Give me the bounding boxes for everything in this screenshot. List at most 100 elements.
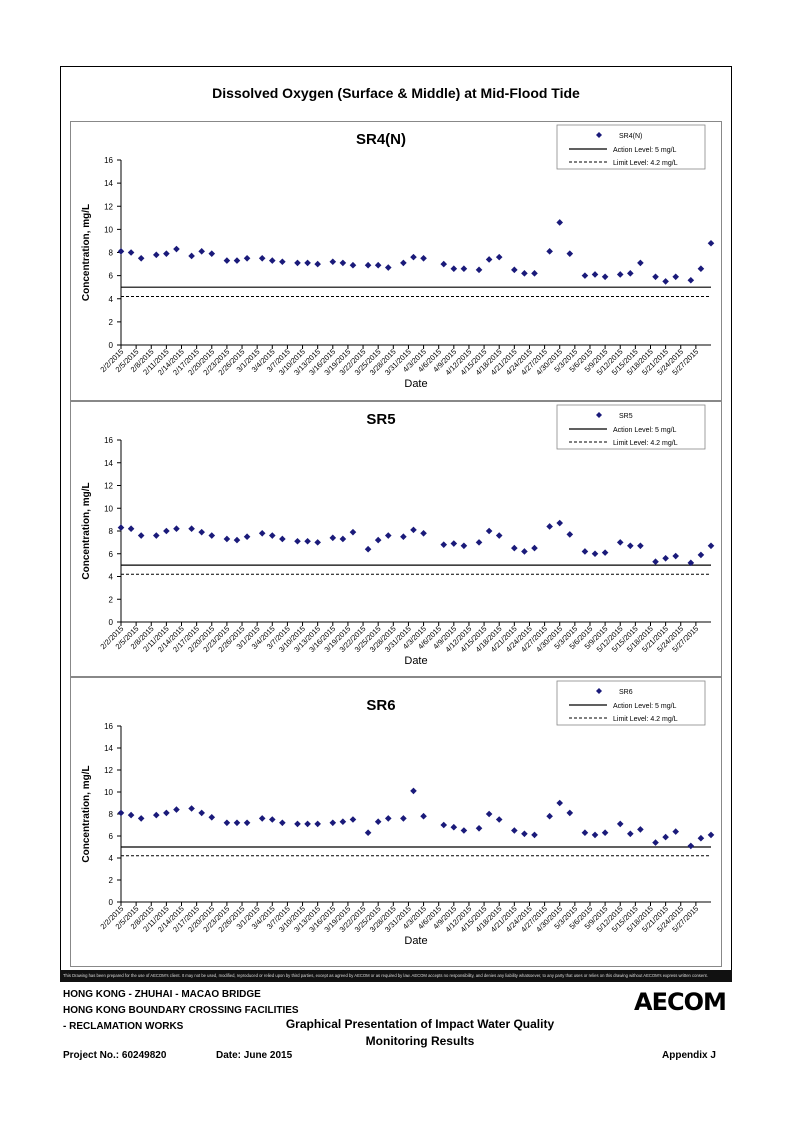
data-point	[601, 549, 609, 556]
data-point	[521, 548, 528, 555]
data-point	[627, 542, 634, 550]
y-tick-label: 6	[109, 832, 114, 841]
data-point	[258, 529, 266, 537]
data-point	[531, 270, 538, 277]
data-point	[137, 254, 145, 262]
data-point	[531, 544, 538, 552]
y-tick-label: 2	[109, 595, 114, 604]
chart-title: SR6	[366, 697, 395, 714]
data-point	[627, 830, 634, 838]
data-point	[495, 816, 503, 823]
x-axis-label: Date	[404, 655, 427, 667]
data-point	[460, 265, 468, 272]
data-point	[566, 250, 574, 257]
y-tick-label: 2	[109, 876, 114, 885]
data-point	[697, 551, 705, 559]
data-point	[304, 820, 311, 828]
data-point	[697, 265, 705, 272]
data-point	[127, 811, 135, 819]
chart-panel-2: SR5 0 2 4 6 8 10 12 14 16 Concentration, mg/L 2/2/2…	[70, 401, 722, 677]
y-tick-label: 16	[104, 722, 113, 731]
data-point	[495, 532, 503, 539]
data-point	[364, 545, 372, 553]
data-point	[117, 809, 125, 817]
y-tick-label: 16	[104, 436, 113, 445]
data-point	[440, 260, 448, 268]
chart-title: SR5	[366, 411, 395, 428]
y-tick-label: 0	[109, 618, 114, 627]
data-point	[374, 536, 382, 544]
data-point	[637, 826, 644, 833]
y-tick-label: 4	[109, 295, 114, 304]
project-number: Project No.: 60249820	[63, 1050, 167, 1061]
data-point	[581, 548, 589, 555]
data-point	[117, 524, 125, 531]
y-tick-label: 6	[109, 550, 114, 559]
y-tick-label: 14	[104, 179, 113, 188]
y-tick-label: 10	[104, 788, 113, 797]
data-point	[591, 831, 599, 839]
data-point	[173, 525, 180, 533]
data-point	[400, 533, 407, 540]
legend-label: SR4(N)	[619, 133, 642, 140]
y-tick-label: 0	[109, 341, 114, 350]
report-title-line1: Graphical Presentation of Impact Water Q…	[285, 1017, 555, 1031]
data-point	[601, 829, 609, 836]
data-point	[687, 842, 695, 850]
data-point	[188, 525, 195, 533]
data-point	[163, 250, 170, 257]
data-point	[294, 537, 301, 545]
data-point	[268, 532, 276, 539]
data-point	[672, 552, 680, 560]
data-point	[440, 821, 448, 829]
legend-marker	[596, 688, 602, 694]
data-point	[616, 539, 624, 546]
data-point	[450, 540, 458, 547]
data-point	[687, 276, 695, 284]
y-tick-label: 14	[104, 459, 113, 468]
data-point	[566, 809, 574, 817]
y-axis-label: Concentration, mg/L	[81, 482, 92, 579]
y-tick-label: 10	[104, 225, 113, 234]
data-point	[495, 253, 503, 261]
data-point	[420, 812, 427, 820]
data-point	[410, 526, 417, 534]
data-point	[460, 542, 468, 550]
data-point	[279, 535, 286, 543]
data-point	[223, 257, 231, 264]
data-point	[672, 828, 680, 835]
y-tick-label: 4	[109, 573, 114, 582]
data-point	[420, 529, 427, 537]
data-point	[556, 799, 564, 807]
data-point	[384, 264, 392, 271]
legend-label: Action Level: 5 mg/L	[613, 703, 677, 710]
data-point	[637, 542, 644, 550]
data-point	[339, 818, 347, 825]
legend-label: Action Level: 5 mg/L	[613, 427, 677, 434]
data-point	[349, 528, 357, 536]
y-axis-label: Concentration, mg/L	[81, 204, 92, 301]
data-point	[637, 259, 644, 267]
legend-label: Limit Level: 4.2 mg/L	[613, 440, 678, 447]
page-title: Dissolved Oxygen (Surface & Middle) at M…	[212, 85, 580, 101]
data-point	[460, 827, 468, 834]
data-point	[485, 256, 493, 263]
data-point	[521, 270, 528, 277]
data-point	[687, 559, 695, 567]
data-point	[268, 816, 276, 823]
data-point	[384, 532, 392, 539]
y-axis-label: Concentration, mg/L	[81, 765, 92, 862]
data-point	[349, 261, 357, 269]
data-point	[188, 805, 195, 812]
data-point	[566, 531, 574, 538]
legend-label: Limit Level: 4.2 mg/L	[613, 160, 678, 167]
data-point	[243, 533, 251, 540]
data-point	[511, 266, 518, 274]
appendix-label: Appendix J	[662, 1050, 716, 1061]
data-point	[258, 254, 266, 262]
chart-title: SR4(N)	[356, 131, 406, 148]
data-point	[546, 248, 553, 255]
data-point	[591, 271, 599, 278]
